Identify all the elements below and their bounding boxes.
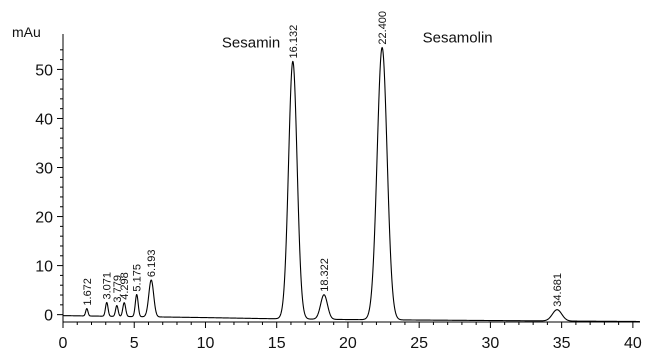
peak-label: 16.132 bbox=[288, 25, 300, 59]
compound-annotation: Sesamin bbox=[222, 34, 280, 51]
peak-label: 1.672 bbox=[82, 278, 94, 306]
peak-label: 34.681 bbox=[552, 273, 564, 307]
chromatogram-trace bbox=[62, 46, 640, 323]
compound-annotations: Sesamin Sesamolin bbox=[222, 29, 493, 51]
peak-label: 5.175 bbox=[132, 264, 144, 292]
peak-label: 4.298 bbox=[119, 272, 131, 300]
x-axis-ticks: 0 5 10 15 20 25 30 35 40 bbox=[59, 322, 642, 352]
y-tick-label: 50 bbox=[35, 62, 53, 79]
x-tick-label: 35 bbox=[553, 335, 571, 352]
axes bbox=[62, 34, 640, 323]
y-tick-label: 10 bbox=[35, 259, 53, 276]
y-tick-label: 0 bbox=[44, 308, 53, 325]
peak-label: 3.071 bbox=[102, 272, 114, 300]
x-tick-label: 10 bbox=[197, 335, 215, 352]
x-tick-label: 20 bbox=[339, 335, 357, 352]
peak-label: 6.193 bbox=[146, 250, 158, 278]
x-tick-label: 30 bbox=[482, 335, 500, 352]
y-tick-label: 30 bbox=[35, 161, 53, 178]
x-tick-label: 25 bbox=[410, 335, 428, 352]
peak-label: 22.400 bbox=[377, 11, 389, 45]
x-tick-label: 5 bbox=[130, 335, 139, 352]
y-tick-label: 20 bbox=[35, 210, 53, 227]
x-tick-label: 15 bbox=[268, 335, 286, 352]
y-tick-label: 40 bbox=[35, 111, 53, 128]
y-axis-ticks: 0 10 20 30 40 50 bbox=[35, 49, 63, 325]
x-tick-label: 40 bbox=[624, 335, 642, 352]
x-tick-label: 0 bbox=[59, 335, 68, 352]
peak-label: 3.779 bbox=[112, 275, 124, 303]
compound-annotation: Sesamolin bbox=[423, 29, 493, 46]
peak-label: 18.322 bbox=[319, 258, 331, 292]
y-axis-unit-label: mAu bbox=[12, 24, 41, 40]
